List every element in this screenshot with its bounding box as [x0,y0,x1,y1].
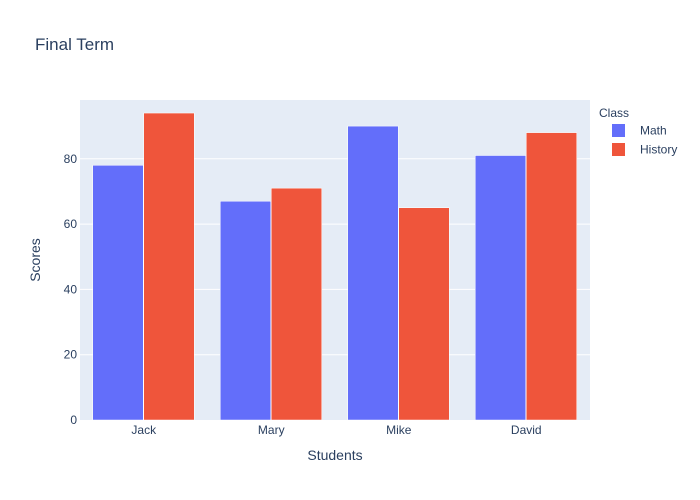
y-tick-label: 0 [70,413,77,427]
y-tick-label: 80 [64,152,78,166]
y-tick-label: 20 [64,348,78,362]
legend-items: Math History [612,124,677,157]
legend: Class Math History [599,106,677,157]
bar-history-david [526,132,577,421]
bar-math-mary [220,200,271,421]
bar-math-jack [92,165,144,421]
legend-label-history: History [640,143,677,157]
y-tick-label: 60 [64,217,78,231]
chart-title: Final Term [35,35,114,54]
bar-math-david [475,155,526,421]
x-axis-title: Students [307,447,362,463]
bar-math-mike [347,125,399,421]
legend-label-math: Math [640,124,667,138]
bar-history-mary [271,187,322,421]
x-tick-label: Mary [258,423,285,437]
bar-history-mike [398,207,450,421]
legend-swatch-history [612,143,625,156]
bars [92,112,577,421]
y-axis-ticks: 0 20 40 60 80 [64,152,78,427]
x-tick-label: Jack [131,423,157,437]
x-tick-label: Mike [386,423,412,437]
y-tick-label: 40 [64,282,78,296]
bar-history-jack [143,112,195,421]
x-tick-label: David [511,423,542,437]
y-axis-title: Scores [27,238,43,282]
legend-title: Class [599,106,629,120]
x-axis-ticks: Jack Mary Mike David [131,423,541,437]
legend-swatch-math [612,124,625,137]
